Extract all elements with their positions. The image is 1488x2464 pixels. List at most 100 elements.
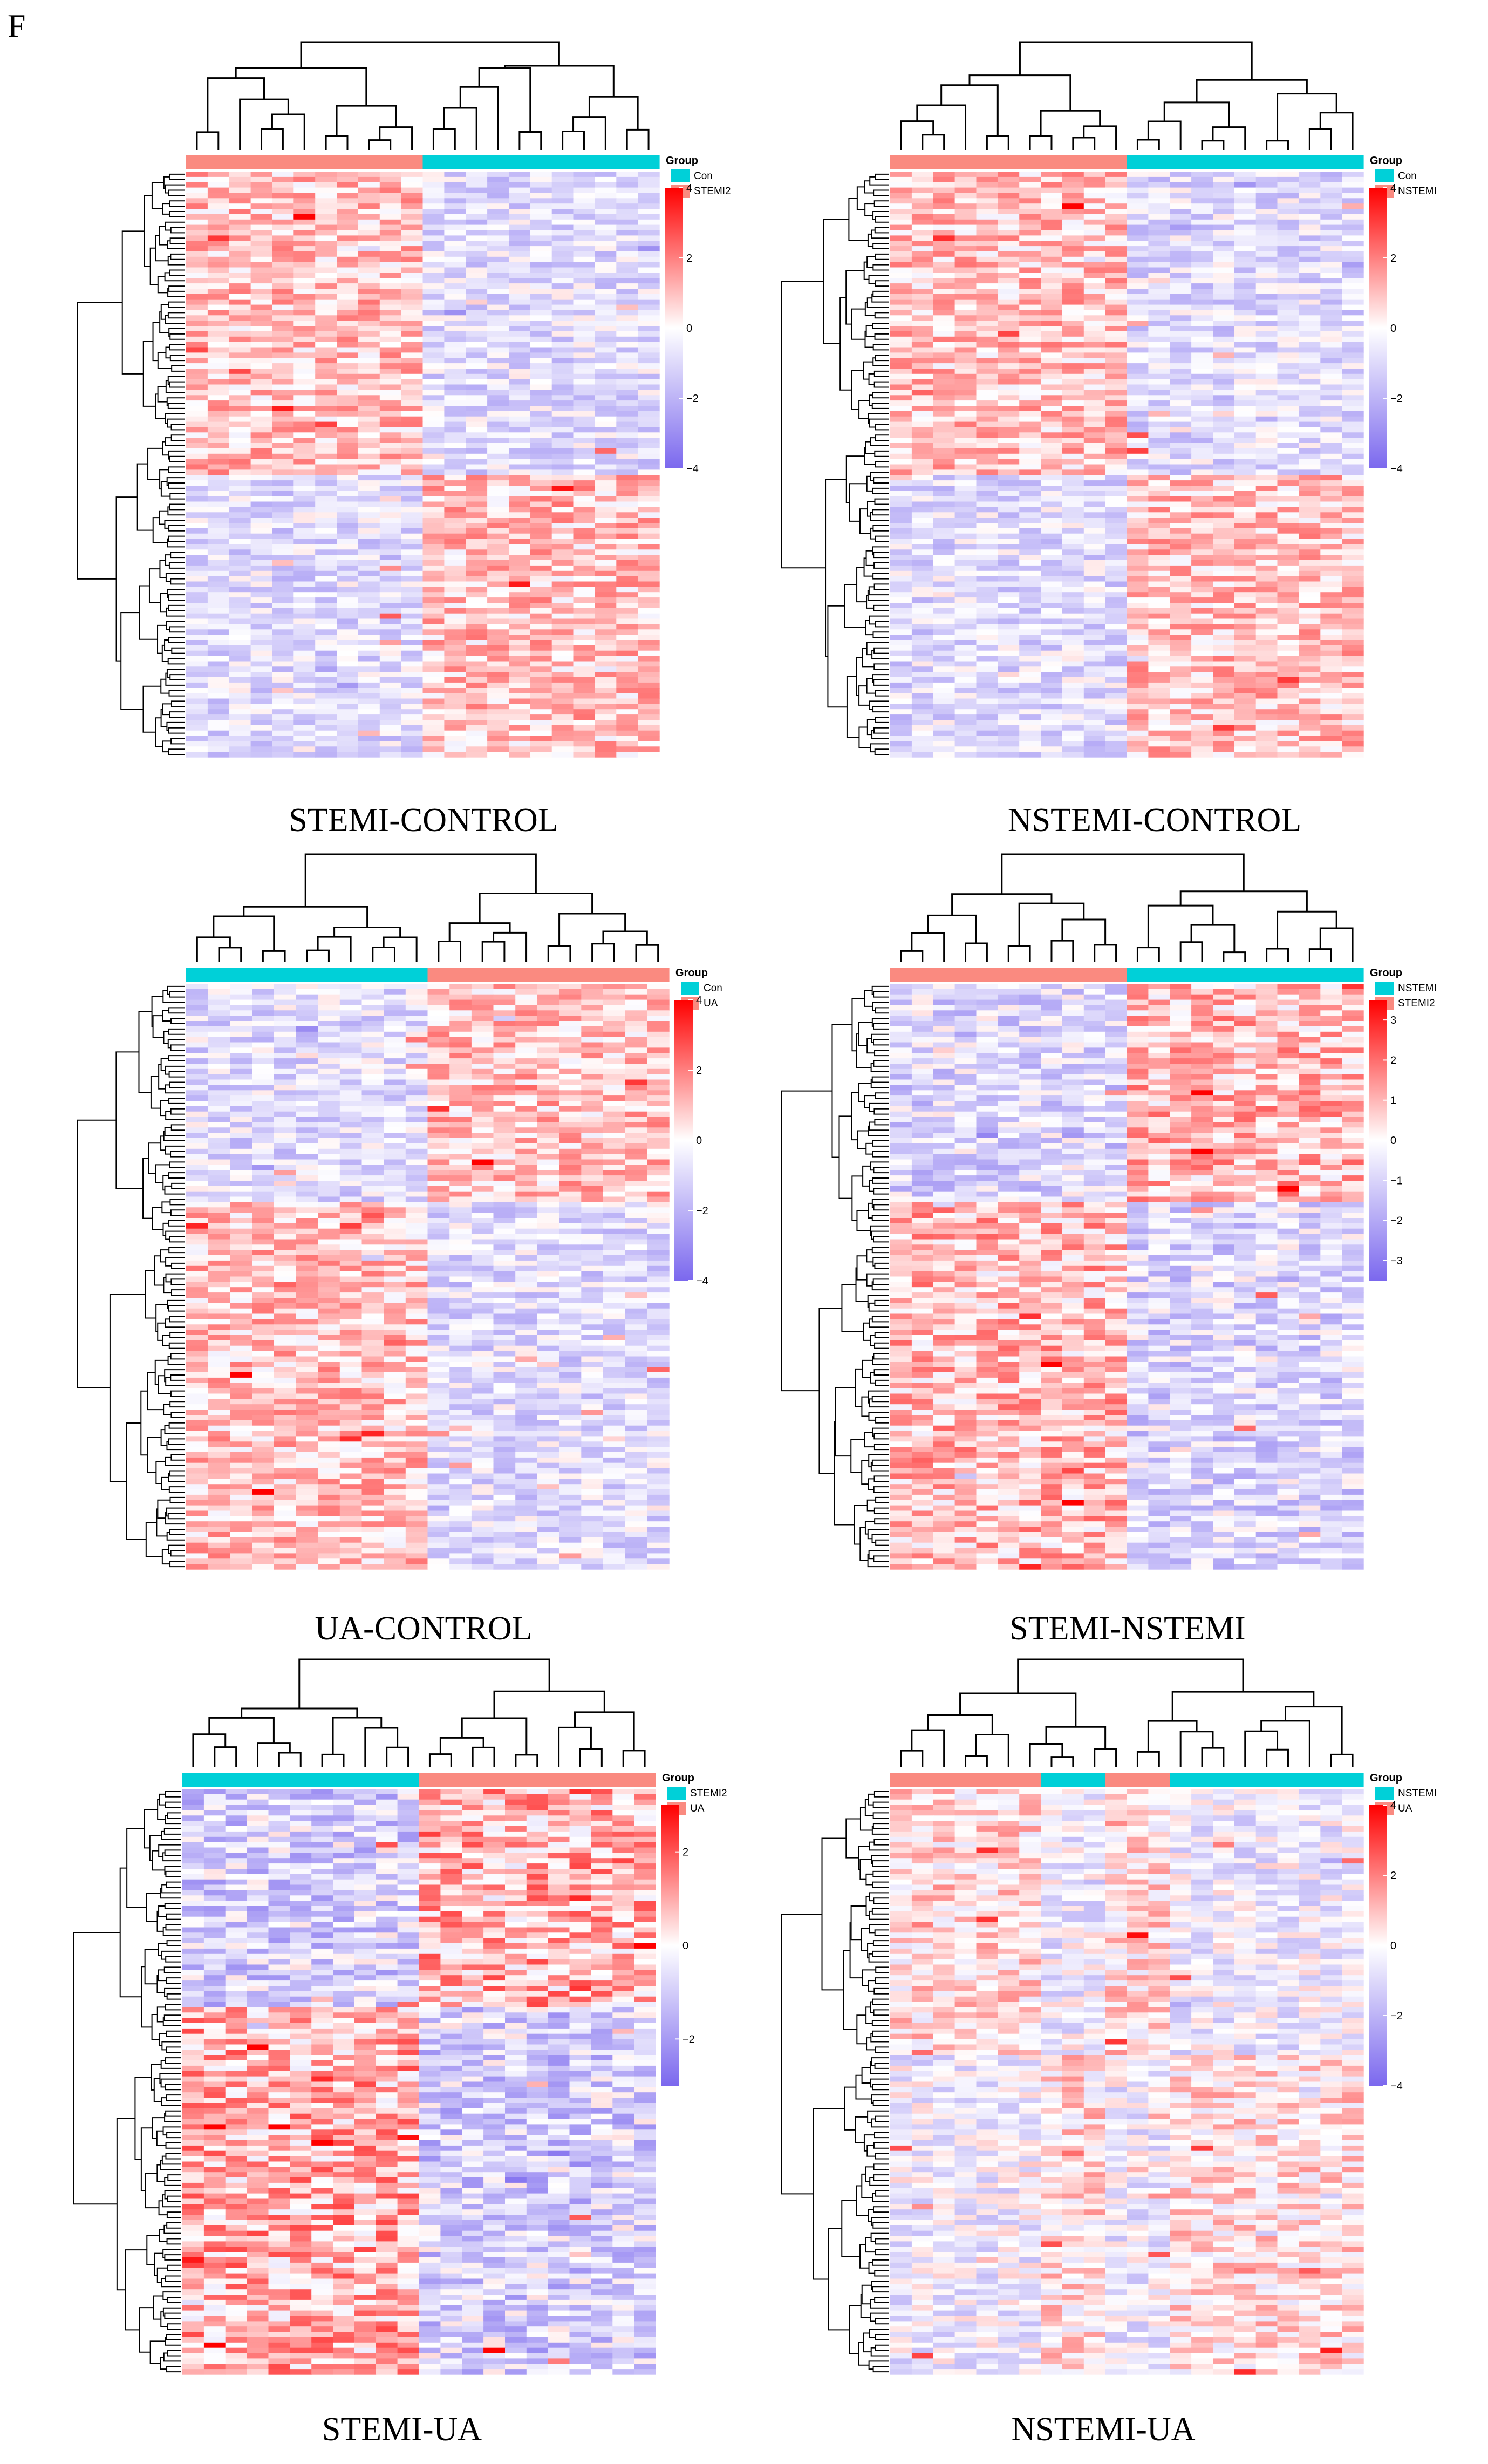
- heatmap-cell: [1105, 235, 1128, 241]
- heatmap-cell: [1019, 342, 1041, 348]
- heatmap-cell: [638, 486, 660, 492]
- heatmap-cell: [422, 592, 445, 598]
- heatmap-cell: [1342, 224, 1364, 231]
- heatmap-cell: [250, 592, 273, 598]
- heatmap-cell: [1299, 486, 1321, 492]
- heatmap-cell: [422, 693, 445, 699]
- heatmap-cell: [1213, 209, 1235, 215]
- column-dendrogram-link: [1040, 110, 1101, 137]
- heatmap-cell: [1083, 432, 1106, 438]
- heatmap-cell: [186, 395, 208, 401]
- heatmap-cell: [1105, 443, 1128, 449]
- heatmap-cell: [186, 469, 208, 475]
- heatmap-cell: [573, 725, 596, 731]
- heatmap-cell: [595, 246, 617, 252]
- heatmap-cell: [487, 187, 509, 194]
- heatmap-cell: [1234, 587, 1257, 593]
- heatmap-cell: [1062, 406, 1084, 412]
- heatmap-cell: [1062, 720, 1084, 726]
- heatmap-cell: [1213, 347, 1235, 353]
- heatmap-cell: [638, 262, 660, 268]
- heatmap-cell: [186, 475, 208, 481]
- heatmap-cell: [466, 608, 488, 614]
- heatmap-cell: [551, 629, 574, 635]
- heatmap-cell: [933, 256, 955, 263]
- heatmap-cell: [954, 725, 977, 731]
- heatmap-cell: [250, 704, 273, 710]
- heatmap-cell: [530, 214, 552, 220]
- heatmap-cell: [250, 570, 273, 577]
- heatmap-cell: [595, 369, 617, 375]
- heatmap-cell: [293, 278, 316, 284]
- heatmap-cell: [1191, 475, 1213, 481]
- heatmap-cell: [1148, 587, 1170, 593]
- heatmap-cell: [530, 629, 552, 635]
- heatmap-cell: [293, 400, 316, 406]
- heatmap-cell: [551, 256, 574, 263]
- heatmap-cell: [998, 326, 1020, 332]
- heatmap-cell: [229, 544, 251, 550]
- heatmap-cell: [573, 331, 596, 337]
- heatmap-cell: [272, 682, 295, 689]
- row-dendrogram-link: [142, 341, 156, 407]
- heatmap-cell: [1277, 523, 1300, 529]
- heatmap-cell: [933, 283, 955, 289]
- heatmap-cell: [487, 267, 509, 274]
- heatmap-cell: [379, 411, 402, 417]
- heatmap-cell: [229, 672, 251, 678]
- heatmap-cell: [207, 453, 230, 460]
- heatmap-cell: [1255, 373, 1278, 380]
- color-scale-tick-label: 0: [686, 323, 692, 335]
- heatmap-cell: [401, 182, 424, 188]
- heatmap-cell: [315, 262, 337, 268]
- heatmap-cell: [1170, 640, 1192, 646]
- heatmap-cell: [616, 427, 638, 433]
- heatmap-cell: [487, 539, 509, 545]
- heatmap-cell: [1320, 656, 1342, 662]
- heatmap-cell: [595, 443, 617, 449]
- heatmap-cell: [379, 528, 402, 534]
- heatmap-cell: [401, 438, 424, 444]
- heatmap-cell: [466, 501, 488, 508]
- heatmap-cell: [551, 384, 574, 391]
- heatmap-cell: [616, 411, 638, 417]
- row-dendrogram-link: [167, 418, 185, 428]
- heatmap-cell: [250, 352, 273, 358]
- row-dendrogram-link: [155, 235, 168, 262]
- heatmap-cell: [207, 411, 230, 417]
- heatmap-cell: [293, 518, 316, 523]
- heatmap-cell: [1083, 331, 1106, 337]
- heatmap-cell: [1191, 736, 1213, 742]
- heatmap-cell: [466, 592, 488, 598]
- heatmap-cell: [272, 528, 295, 534]
- heatmap-cell: [487, 523, 509, 529]
- heatmap-cell: [1105, 198, 1128, 204]
- heatmap-cell: [337, 518, 359, 523]
- heatmap-cell: [229, 469, 251, 475]
- heatmap-cell: [272, 172, 295, 178]
- heatmap-cell: [1170, 182, 1192, 188]
- heatmap-cell: [401, 709, 424, 715]
- heatmap-cell: [315, 518, 337, 523]
- heatmap-cell: [250, 262, 273, 268]
- heatmap-cell: [1191, 725, 1213, 731]
- heatmap-cell: [551, 698, 574, 705]
- row-dendrogram-link: [169, 237, 185, 244]
- heatmap-cell: [207, 235, 230, 241]
- heatmap-cell: [207, 384, 230, 391]
- heatmap-cell: [509, 666, 531, 672]
- heatmap-cell: [272, 203, 295, 209]
- heatmap-cell: [1170, 193, 1192, 199]
- heatmap-cell: [638, 555, 660, 561]
- heatmap-cell: [1277, 262, 1300, 268]
- heatmap-cell: [466, 560, 488, 566]
- heatmap-cell: [337, 544, 359, 550]
- heatmap-cell: [998, 198, 1020, 204]
- heatmap-cell: [1105, 736, 1128, 742]
- heatmap-cell: [509, 528, 531, 534]
- heatmap-cell: [998, 576, 1020, 582]
- heatmap-cell: [1127, 358, 1149, 364]
- heatmap-cell: [272, 640, 295, 646]
- heatmap-cell: [466, 246, 488, 252]
